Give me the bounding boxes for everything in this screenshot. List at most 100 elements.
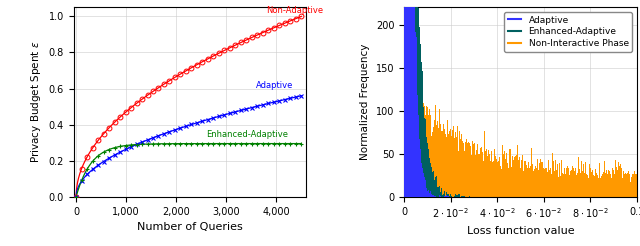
Bar	[453, 126, 454, 197]
Bar	[408, 77, 409, 197]
Bar	[552, 153, 553, 197]
Bar	[514, 157, 515, 197]
Bar	[433, 171, 434, 197]
Bar	[429, 191, 431, 197]
Bar	[619, 166, 620, 197]
Bar	[528, 162, 529, 197]
Bar	[576, 175, 577, 197]
Bar	[416, 106, 417, 197]
Bar	[435, 196, 436, 197]
Bar	[411, 0, 412, 197]
Bar	[408, 0, 409, 197]
Bar	[443, 123, 444, 197]
Bar	[440, 124, 441, 197]
Bar	[566, 169, 567, 197]
Bar	[530, 166, 531, 197]
Bar	[614, 174, 615, 197]
Bar	[421, 163, 422, 197]
Bar	[533, 171, 534, 197]
Bar	[632, 174, 633, 197]
Bar	[411, 0, 412, 197]
Bar	[495, 156, 496, 197]
Bar	[634, 171, 636, 197]
Bar	[561, 160, 562, 197]
Bar	[464, 151, 465, 197]
Bar	[609, 168, 611, 197]
Bar	[463, 143, 464, 197]
Bar	[417, 101, 418, 197]
Bar	[408, 0, 409, 197]
Y-axis label: Normalized Frequency: Normalized Frequency	[360, 44, 371, 160]
Bar	[532, 164, 533, 197]
Bar	[525, 162, 526, 197]
Bar	[411, 97, 412, 197]
Bar	[432, 132, 433, 197]
Bar	[441, 99, 442, 197]
Bar	[476, 150, 477, 197]
Bar	[493, 152, 494, 197]
Bar	[507, 163, 508, 197]
Bar	[422, 105, 423, 197]
Bar	[425, 119, 426, 197]
Bar	[607, 174, 608, 197]
Bar	[427, 183, 428, 197]
Bar	[433, 195, 434, 197]
Bar	[508, 168, 509, 197]
Bar	[431, 136, 432, 197]
Bar	[410, 0, 411, 197]
Bar	[558, 177, 559, 197]
Bar	[535, 166, 536, 197]
Bar	[413, 90, 414, 197]
Bar	[504, 151, 505, 197]
Bar	[406, 0, 407, 197]
Bar	[424, 118, 425, 197]
Bar	[471, 155, 472, 197]
Bar	[436, 121, 438, 197]
Bar	[441, 185, 442, 197]
Bar	[435, 177, 436, 197]
Bar	[435, 105, 436, 197]
X-axis label: Number of Queries: Number of Queries	[137, 222, 243, 232]
Bar	[553, 161, 554, 197]
Bar	[544, 169, 545, 197]
Bar	[426, 188, 427, 197]
Bar	[522, 155, 523, 197]
Bar	[405, 0, 406, 197]
Bar	[537, 159, 538, 197]
Bar	[465, 134, 467, 197]
Bar	[416, 0, 417, 197]
Bar	[517, 145, 518, 197]
Bar	[593, 175, 594, 197]
Bar	[454, 130, 456, 197]
Bar	[418, 8, 419, 197]
Bar	[625, 173, 626, 197]
Bar	[485, 151, 486, 197]
Bar	[594, 176, 595, 197]
Bar	[582, 171, 583, 197]
Bar	[589, 164, 590, 197]
Bar	[414, 0, 415, 197]
Bar	[417, 0, 418, 197]
Bar	[407, 0, 408, 197]
Bar	[412, 0, 413, 197]
Bar	[633, 174, 634, 197]
Bar	[407, 0, 408, 197]
Bar	[428, 150, 429, 197]
Y-axis label: Privacy Budget Spent $\epsilon$: Privacy Budget Spent $\epsilon$	[29, 41, 43, 163]
Bar	[579, 169, 580, 197]
Bar	[616, 173, 618, 197]
Bar	[501, 169, 502, 197]
Bar	[586, 174, 587, 197]
Bar	[432, 195, 433, 197]
Bar	[569, 175, 570, 197]
Bar	[590, 168, 591, 197]
Bar	[510, 149, 511, 197]
Bar	[598, 164, 600, 197]
Bar	[585, 169, 586, 197]
Bar	[404, 0, 405, 197]
Bar	[445, 134, 446, 197]
Bar	[412, 0, 413, 197]
Bar	[503, 154, 504, 197]
Bar	[484, 131, 485, 197]
Bar	[588, 178, 589, 197]
